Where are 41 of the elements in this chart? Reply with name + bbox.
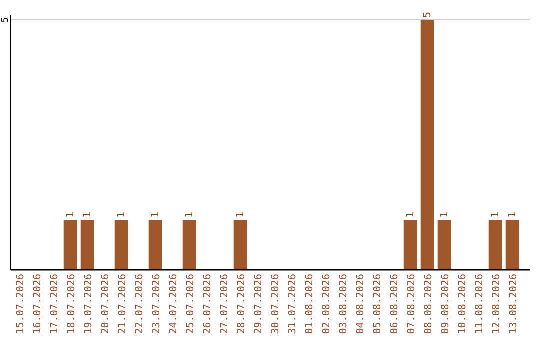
x-tick-label: 05.08.2026 bbox=[372, 274, 384, 334]
data-label: 1 bbox=[406, 212, 416, 218]
data-label: 1 bbox=[508, 212, 518, 218]
x-tick-label: 04.08.2026 bbox=[356, 274, 366, 334]
data-label: 1 bbox=[236, 212, 246, 218]
x-tick-label: 11.08.2026 bbox=[474, 274, 486, 334]
x-tick-label: 19.07.2026 bbox=[84, 274, 94, 334]
data-label: 1 bbox=[184, 212, 196, 218]
x-tick-label: 03.08.2026 bbox=[338, 274, 350, 334]
x-tick-label: 10.08.2026 bbox=[458, 274, 468, 334]
x-tick-label: 16.07.2026 bbox=[32, 274, 44, 334]
x-tick-label: 25.07.2026 bbox=[186, 274, 196, 334]
data-label: 1 bbox=[440, 212, 450, 218]
x-tick-label: 30.07.2026 bbox=[270, 274, 282, 334]
data-label: 1 bbox=[116, 212, 128, 218]
x-tick-label: 15.07.2026 bbox=[16, 274, 26, 334]
x-tick-label: 09.08.2026 bbox=[440, 274, 452, 334]
x-tick-label: 24.07.2026 bbox=[168, 274, 180, 334]
x-tick-label: 20.07.2026 bbox=[100, 274, 112, 334]
data-label: 1 bbox=[490, 212, 502, 218]
x-tick-label: 23.07.2026 bbox=[152, 274, 162, 334]
x-tick-label: 29.07.2026 bbox=[254, 274, 264, 334]
x-tick-label: 08.08.2026 bbox=[424, 274, 434, 334]
x-tick-label: 22.07.2026 bbox=[134, 274, 146, 334]
x-tick-label: 12.08.2026 bbox=[492, 274, 502, 334]
x-tick-label: 27.07.2026 bbox=[220, 274, 230, 334]
x-tick-label: 26.07.2026 bbox=[202, 274, 214, 334]
x-tick-label: 21.07.2026 bbox=[118, 274, 128, 334]
data-label: 1 bbox=[82, 212, 94, 218]
x-tick-label: 17.07.2026 bbox=[50, 274, 60, 334]
x-tick-label: 06.08.2026 bbox=[390, 274, 400, 334]
x-tick-label: 07.08.2026 bbox=[406, 274, 418, 334]
x-tick-label: 01.08.2026 bbox=[304, 274, 316, 334]
x-tick-label: 28.07.2026 bbox=[236, 274, 248, 334]
data-label: 1 bbox=[66, 212, 76, 218]
x-tick-label: 13.08.2026 bbox=[508, 274, 520, 334]
x-tick-label: 02.08.2026 bbox=[322, 274, 332, 334]
data-label: 1 bbox=[150, 212, 162, 218]
x-tick-label: 31.07.2026 bbox=[288, 274, 298, 334]
x-tick-label: 18.07.2026 bbox=[66, 274, 78, 334]
data-label: 5 bbox=[422, 12, 434, 18]
